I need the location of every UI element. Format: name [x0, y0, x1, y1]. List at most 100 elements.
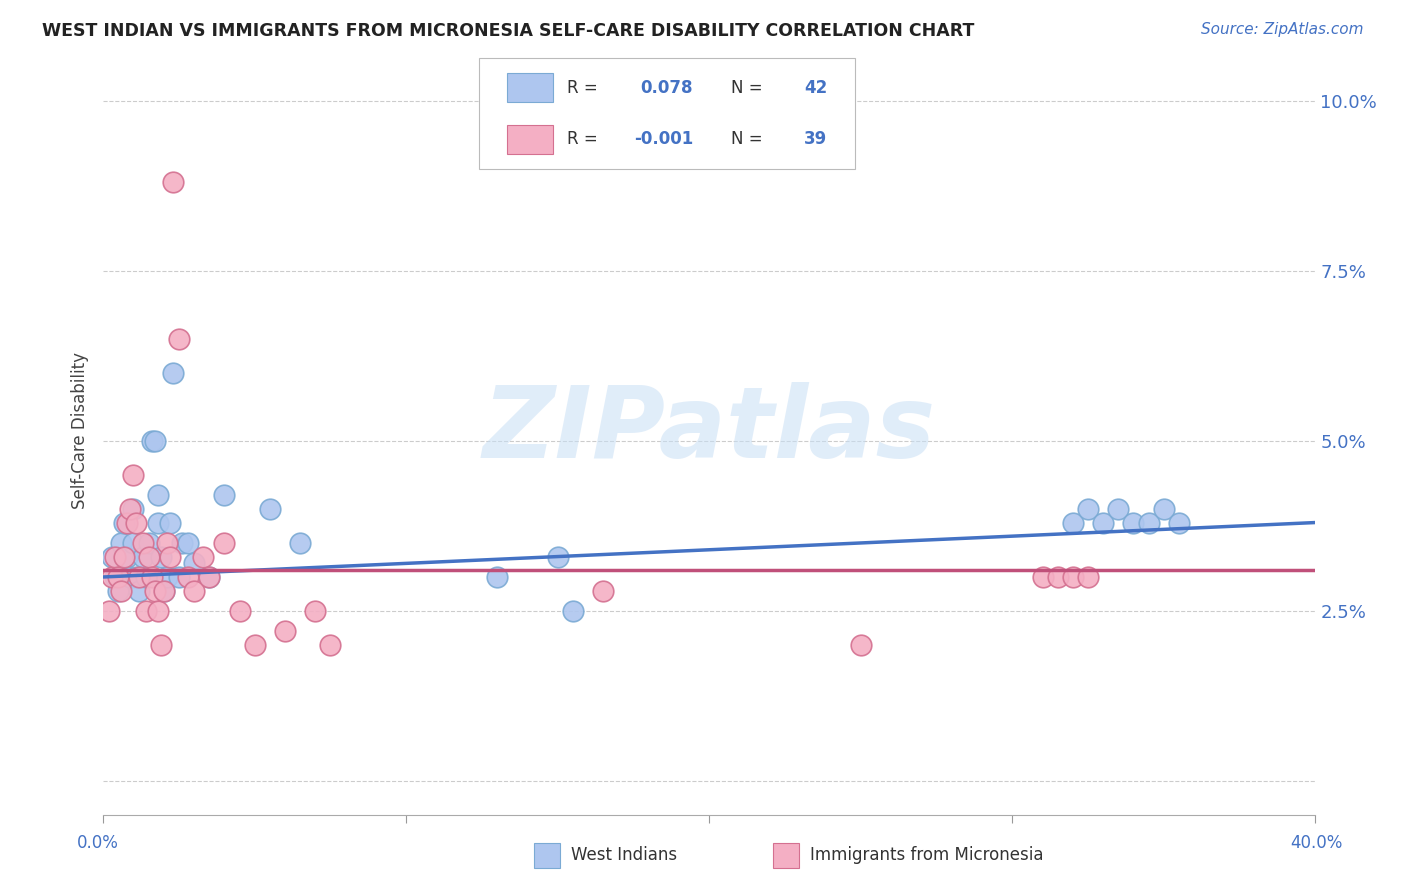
- Point: [170, 536, 193, 550]
- Point: [561, 604, 583, 618]
- Point: [122, 536, 145, 550]
- FancyBboxPatch shape: [479, 58, 855, 169]
- Point: [162, 175, 184, 189]
- Point: [143, 434, 166, 448]
- Text: West Indians: West Indians: [571, 847, 676, 864]
- Point: [167, 570, 190, 584]
- Text: R =: R =: [568, 78, 603, 96]
- Point: [177, 536, 200, 550]
- Point: [107, 583, 129, 598]
- Point: [117, 549, 139, 564]
- Text: 40.0%: 40.0%: [1291, 834, 1343, 852]
- Point: [183, 583, 205, 598]
- Point: [592, 583, 614, 598]
- Point: [1122, 516, 1144, 530]
- Point: [141, 434, 163, 448]
- Point: [143, 583, 166, 598]
- Point: [101, 549, 124, 564]
- Point: [146, 516, 169, 530]
- Point: [228, 604, 250, 618]
- Point: [547, 549, 569, 564]
- Point: [149, 638, 172, 652]
- Text: WEST INDIAN VS IMMIGRANTS FROM MICRONESIA SELF-CARE DISABILITY CORRELATION CHART: WEST INDIAN VS IMMIGRANTS FROM MICRONESI…: [42, 22, 974, 40]
- Text: 0.0%: 0.0%: [77, 834, 120, 852]
- Point: [120, 570, 142, 584]
- Point: [274, 624, 297, 639]
- Point: [146, 488, 169, 502]
- Point: [131, 549, 153, 564]
- Point: [146, 604, 169, 618]
- Point: [110, 583, 132, 598]
- Text: N =: N =: [731, 78, 768, 96]
- Point: [128, 583, 150, 598]
- Point: [152, 583, 174, 598]
- Point: [135, 570, 157, 584]
- Point: [1032, 570, 1054, 584]
- Point: [486, 570, 509, 584]
- Text: R =: R =: [568, 130, 603, 148]
- Point: [138, 536, 160, 550]
- Point: [198, 570, 221, 584]
- Point: [183, 557, 205, 571]
- Text: 0.078: 0.078: [640, 78, 693, 96]
- Point: [304, 604, 326, 618]
- Point: [167, 332, 190, 346]
- Point: [849, 638, 872, 652]
- Point: [128, 570, 150, 584]
- Point: [135, 604, 157, 618]
- Point: [1077, 570, 1099, 584]
- Text: -0.001: -0.001: [634, 130, 693, 148]
- Point: [120, 502, 142, 516]
- Point: [131, 536, 153, 550]
- Point: [162, 366, 184, 380]
- Bar: [506, 125, 553, 153]
- Point: [1153, 502, 1175, 516]
- Point: [198, 570, 221, 584]
- Text: N =: N =: [731, 130, 768, 148]
- Point: [1046, 570, 1069, 584]
- Point: [138, 549, 160, 564]
- Point: [110, 536, 132, 550]
- Point: [243, 638, 266, 652]
- Point: [319, 638, 342, 652]
- Point: [214, 536, 236, 550]
- Text: Immigrants from Micronesia: Immigrants from Micronesia: [810, 847, 1043, 864]
- Point: [156, 570, 179, 584]
- Point: [141, 570, 163, 584]
- Point: [1137, 516, 1160, 530]
- Point: [101, 570, 124, 584]
- Point: [288, 536, 311, 550]
- Text: ZIPatlas: ZIPatlas: [482, 382, 936, 479]
- Y-axis label: Self-Care Disability: Self-Care Disability: [72, 352, 89, 509]
- Point: [152, 583, 174, 598]
- Point: [112, 516, 135, 530]
- Point: [177, 570, 200, 584]
- Point: [1062, 570, 1084, 584]
- Point: [112, 549, 135, 564]
- Point: [1077, 502, 1099, 516]
- Point: [122, 467, 145, 482]
- Point: [104, 570, 127, 584]
- Point: [159, 516, 181, 530]
- Point: [156, 536, 179, 550]
- Point: [1062, 516, 1084, 530]
- Point: [191, 549, 214, 564]
- Point: [98, 604, 121, 618]
- Point: [259, 502, 281, 516]
- Point: [159, 549, 181, 564]
- Point: [117, 516, 139, 530]
- Bar: [506, 73, 553, 103]
- Point: [1107, 502, 1129, 516]
- Point: [107, 570, 129, 584]
- Text: 39: 39: [804, 130, 827, 148]
- Point: [1168, 516, 1191, 530]
- Point: [149, 549, 172, 564]
- Point: [125, 570, 148, 584]
- Point: [214, 488, 236, 502]
- Point: [1092, 516, 1115, 530]
- Point: [104, 549, 127, 564]
- Point: [122, 502, 145, 516]
- Text: Source: ZipAtlas.com: Source: ZipAtlas.com: [1201, 22, 1364, 37]
- Text: 42: 42: [804, 78, 827, 96]
- Point: [125, 516, 148, 530]
